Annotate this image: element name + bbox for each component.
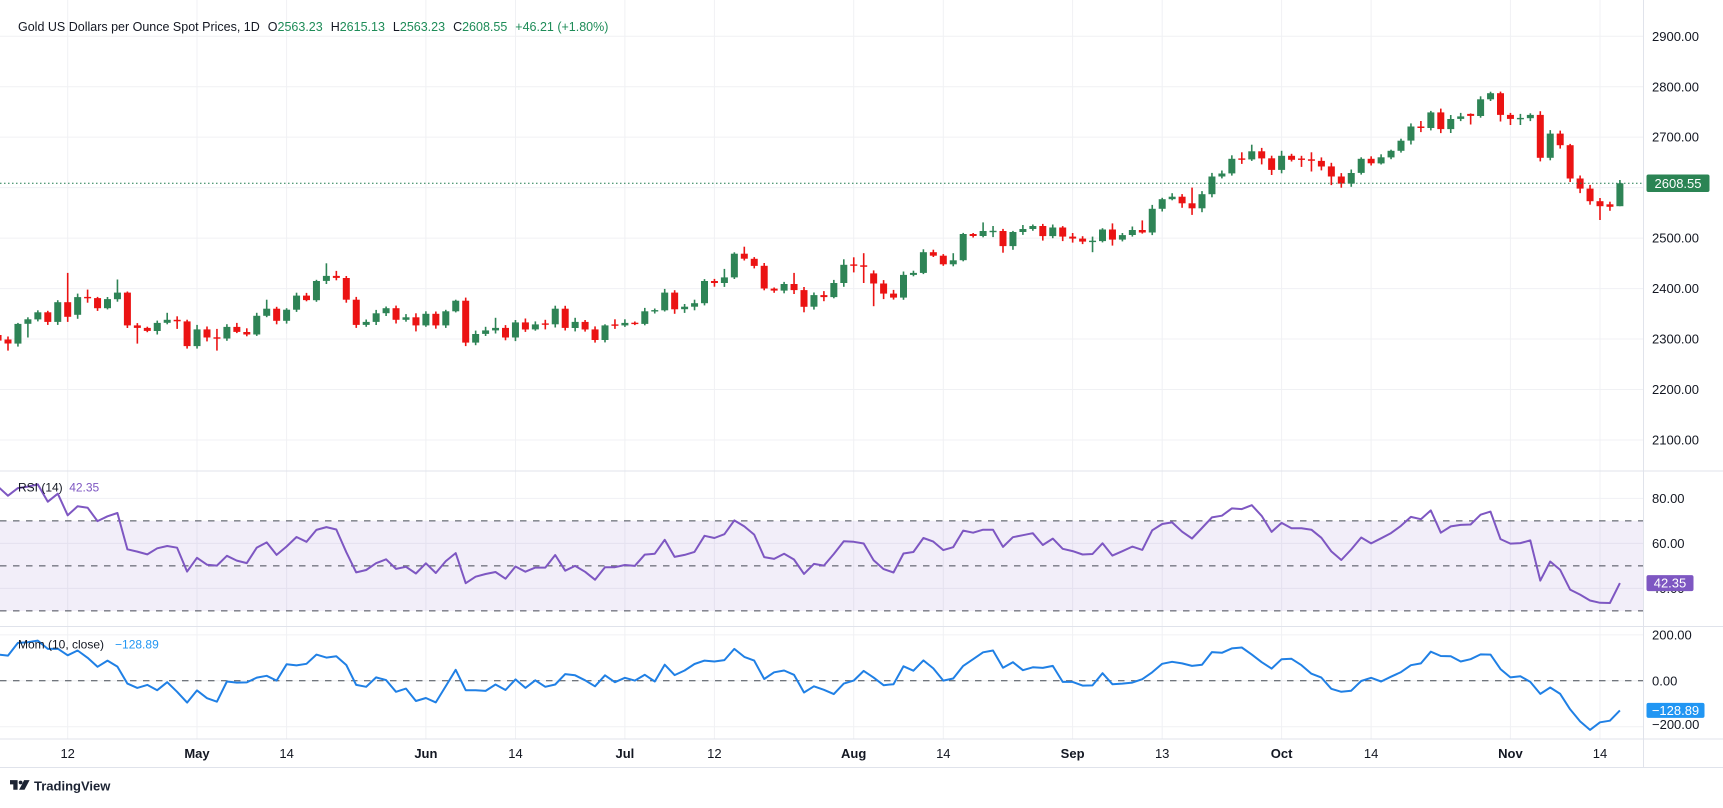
svg-text:2800.00: 2800.00 — [1652, 79, 1699, 94]
svg-text:42.35: 42.35 — [1654, 576, 1687, 591]
svg-text:13: 13 — [1155, 746, 1169, 761]
svg-text:Oct: Oct — [1271, 746, 1293, 761]
svg-text:80.00: 80.00 — [1652, 491, 1685, 506]
svg-text:Sep: Sep — [1061, 746, 1085, 761]
svg-text:12: 12 — [60, 746, 74, 761]
svg-text:−200.00: −200.00 — [1652, 717, 1699, 732]
svg-text:14: 14 — [508, 746, 522, 761]
svg-text:2400.00: 2400.00 — [1652, 281, 1699, 296]
svg-text:Jul: Jul — [616, 746, 635, 761]
svg-text:14: 14 — [936, 746, 950, 761]
svg-text:−128.89: −128.89 — [1652, 703, 1699, 718]
svg-text:2900.00: 2900.00 — [1652, 29, 1699, 44]
svg-text:14: 14 — [1364, 746, 1378, 761]
svg-text:2200.00: 2200.00 — [1652, 382, 1699, 397]
svg-text:0.00: 0.00 — [1652, 673, 1677, 688]
svg-text:14: 14 — [279, 746, 293, 761]
svg-text:Aug: Aug — [841, 746, 866, 761]
svg-text:60.00: 60.00 — [1652, 536, 1685, 551]
svg-text:2700.00: 2700.00 — [1652, 130, 1699, 145]
svg-text:Gold US Dollars per Ounce Spot: Gold US Dollars per Ounce Spot Prices, 1… — [18, 20, 608, 34]
svg-text:Mom (10, close)−128.89: Mom (10, close) −128.89 — [18, 638, 159, 652]
svg-text:2608.55: 2608.55 — [1655, 176, 1702, 191]
svg-text:2500.00: 2500.00 — [1652, 231, 1699, 246]
svg-text:2100.00: 2100.00 — [1652, 433, 1699, 448]
svg-text:Nov: Nov — [1498, 746, 1523, 761]
svg-text:TradingView: TradingView — [34, 779, 111, 794]
svg-text:May: May — [184, 746, 210, 761]
svg-text:Jun: Jun — [414, 746, 437, 761]
svg-text:12: 12 — [707, 746, 721, 761]
svg-text:2300.00: 2300.00 — [1652, 332, 1699, 347]
svg-text:RSI (14)42.35: RSI (14) 42.35 — [18, 481, 100, 495]
svg-text:200.00: 200.00 — [1652, 628, 1692, 643]
svg-text:14: 14 — [1593, 746, 1607, 761]
